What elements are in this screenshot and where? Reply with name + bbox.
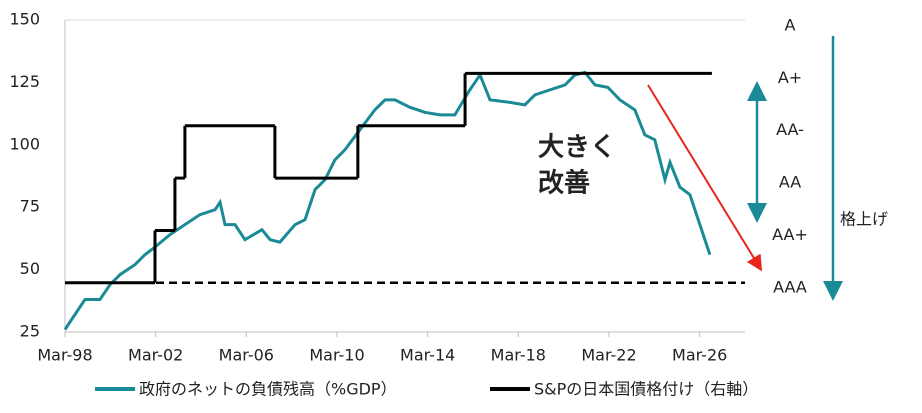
legend-label: 政府のネットの負債残高（%GDP） <box>139 380 397 399</box>
annotation: 大きく <box>538 133 616 163</box>
y2-tick-label: AA+ <box>772 225 808 244</box>
legend-label: S&Pの日本国債格付け（右軸） <box>534 380 758 399</box>
x-tick-label: Mar-10 <box>309 346 364 365</box>
annotation: 改善 <box>538 168 590 199</box>
x-tick-label: Mar-14 <box>400 346 455 365</box>
y-tick-label: 50 <box>20 259 40 278</box>
y2-tick-label: A <box>785 16 796 35</box>
y-tick-label: 25 <box>20 322 40 341</box>
y-tick-label: 125 <box>9 72 40 91</box>
trend-arrow <box>647 84 763 272</box>
annotation: 格上げ <box>840 210 888 229</box>
y2-tick-label: AA- <box>776 120 804 139</box>
x-tick-label: Mar-98 <box>37 346 92 365</box>
y2-tick-label: AA <box>779 173 801 192</box>
y-tick-label: 100 <box>9 134 40 153</box>
y2-tick-label: A+ <box>778 68 802 87</box>
y-tick-label: 75 <box>20 197 40 216</box>
x-tick-label: Mar-06 <box>219 346 274 365</box>
x-tick-label: Mar-02 <box>128 346 183 365</box>
x-tick-label: Mar-26 <box>672 346 727 365</box>
y-tick-label: 150 <box>9 10 40 29</box>
y2-tick-label: AAA <box>773 277 807 296</box>
debt-line <box>63 70 712 331</box>
x-tick-label: Mar-18 <box>491 346 546 365</box>
x-tick-label: Mar-22 <box>581 346 636 365</box>
